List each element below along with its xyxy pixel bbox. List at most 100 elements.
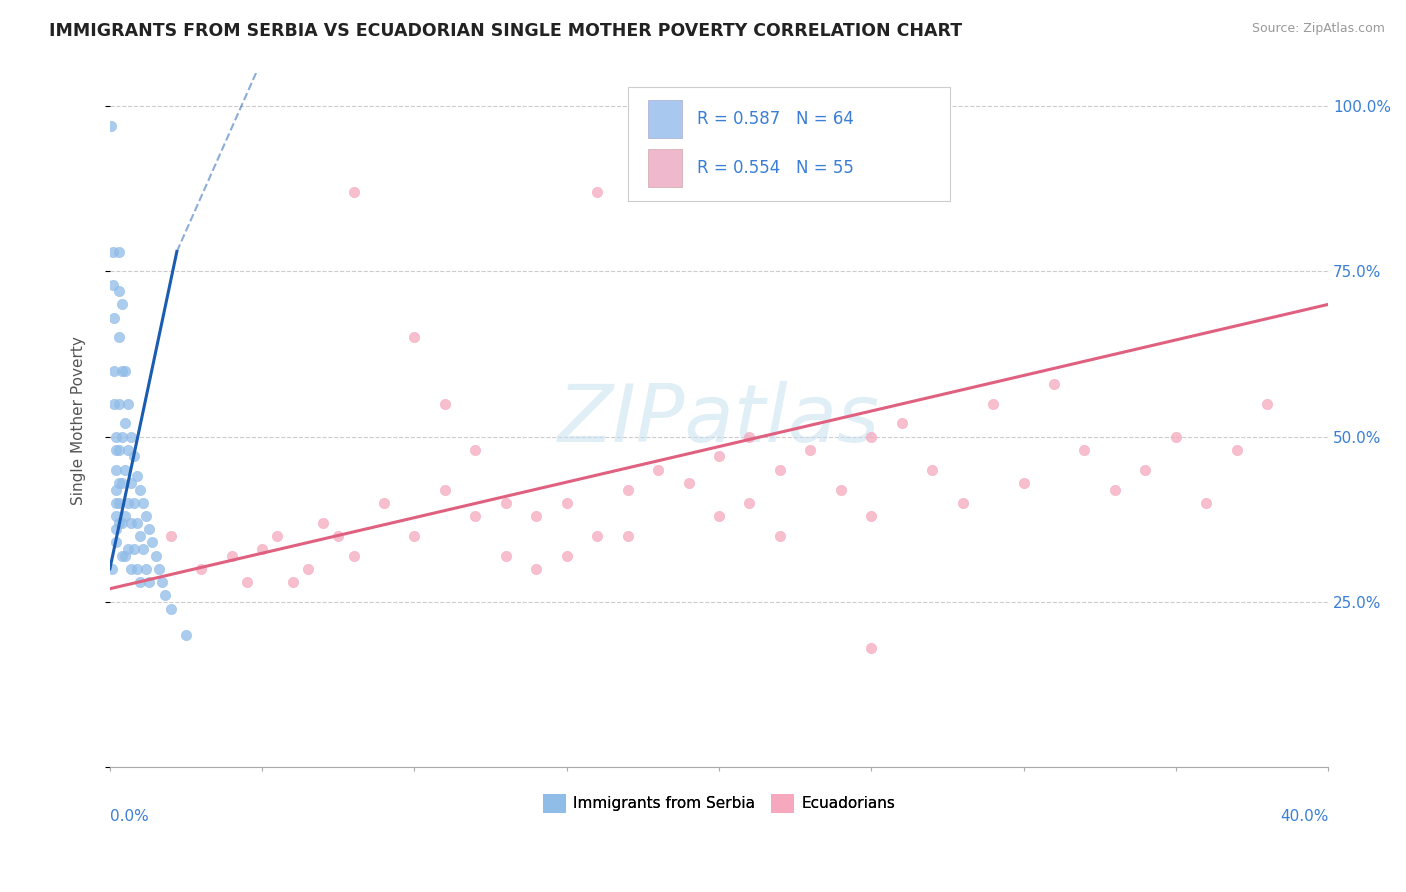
Point [1104,483,1126,497]
Point [860,641,883,656]
Point [114,463,136,477]
Point [890,417,912,431]
Point [101,562,124,576]
Point [103,310,125,325]
Text: 0.0%: 0.0% [110,809,149,824]
Point [111,430,134,444]
Point [120,516,142,530]
Point [495,549,517,563]
Point [135,562,157,576]
FancyBboxPatch shape [648,100,682,137]
Point [464,508,486,523]
Text: R = 0.554   N = 55: R = 0.554 N = 55 [697,159,853,178]
Point [111,549,134,563]
Point [433,396,456,410]
Point [555,549,578,563]
Point [114,363,136,377]
Point [148,562,170,576]
FancyBboxPatch shape [627,87,950,202]
Point [250,542,273,557]
Point [707,450,730,464]
Point [616,529,638,543]
Point [108,475,131,490]
Point [132,496,155,510]
Point [108,442,131,457]
Point [738,496,761,510]
Point [1012,475,1035,490]
Point [799,442,821,457]
Point [104,483,127,497]
Point [138,522,160,536]
Point [129,483,152,497]
Point [373,496,395,510]
Point [104,508,127,523]
Point [312,516,335,530]
Point [129,575,152,590]
Point [108,496,131,510]
Point [647,463,669,477]
Point [104,535,127,549]
Point [1043,376,1066,391]
Point [111,363,134,377]
Text: ZIPatlas: ZIPatlas [558,381,880,459]
Point [117,396,139,410]
Text: R = 0.587   N = 64: R = 0.587 N = 64 [697,110,853,128]
Point [103,363,125,377]
Text: 40.0%: 40.0% [1279,809,1329,824]
Point [860,430,883,444]
Point [117,442,139,457]
Point [433,483,456,497]
Point [104,522,127,536]
FancyBboxPatch shape [648,149,682,187]
Point [860,508,883,523]
Point [101,277,124,292]
Point [1256,396,1278,410]
Point [159,601,181,615]
Point [108,516,131,530]
Point [524,508,547,523]
Y-axis label: Single Mother Poverty: Single Mother Poverty [72,335,86,505]
Point [111,297,134,311]
Point [738,430,761,444]
Point [120,475,142,490]
Point [1226,442,1249,457]
Point [678,475,700,490]
Text: Source: ZipAtlas.com: Source: ZipAtlas.com [1251,22,1385,36]
Point [122,542,145,557]
Point [281,575,304,590]
Point [108,284,131,298]
Point [127,469,149,483]
Point [1073,442,1095,457]
Point [297,562,319,576]
Point [586,185,609,199]
Point [404,529,426,543]
Point [342,185,364,199]
Point [104,442,127,457]
Point [328,529,350,543]
Point [120,430,142,444]
Point [114,417,136,431]
Point [236,575,259,590]
Point [108,330,131,344]
Point [981,396,1004,410]
Point [190,562,212,576]
Point [122,450,145,464]
Point [616,483,638,497]
Point [555,496,578,510]
Point [104,430,127,444]
Point [127,516,149,530]
Point [100,119,122,133]
Point [108,244,131,259]
Point [266,529,288,543]
Point [145,549,167,563]
Point [464,442,486,457]
Point [101,244,124,259]
Point [524,562,547,576]
Point [141,535,163,549]
Point [586,529,609,543]
Point [103,396,125,410]
Text: IMMIGRANTS FROM SERBIA VS ECUADORIAN SINGLE MOTHER POVERTY CORRELATION CHART: IMMIGRANTS FROM SERBIA VS ECUADORIAN SIN… [49,22,962,40]
Point [1135,463,1157,477]
Point [129,529,152,543]
Point [221,549,243,563]
